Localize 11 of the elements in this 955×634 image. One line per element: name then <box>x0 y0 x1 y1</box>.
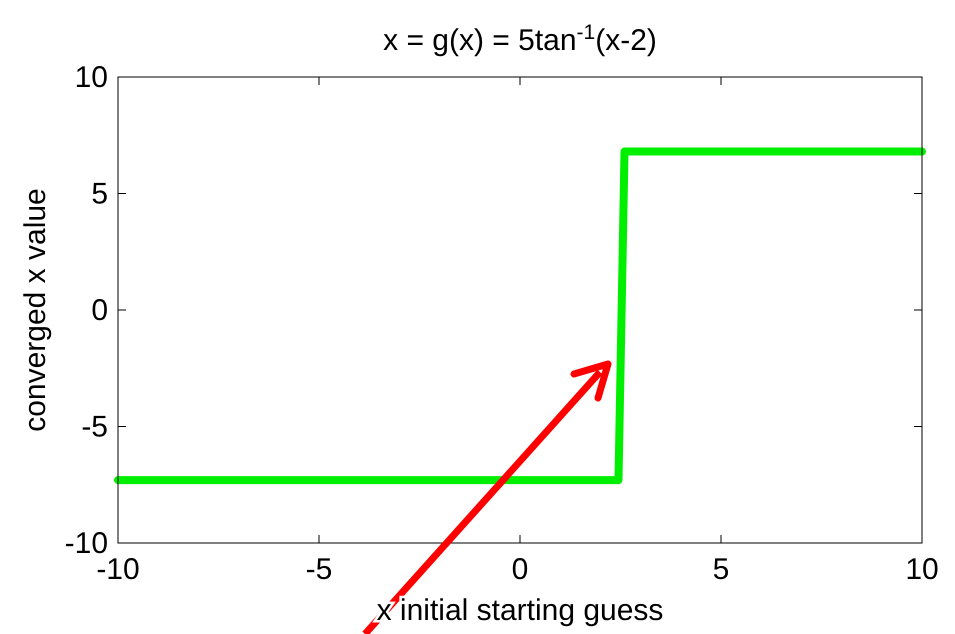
y-axis-title: converged x value <box>19 188 52 432</box>
y-tick-label: -5 <box>81 410 108 444</box>
y-tick-label: -10 <box>64 527 108 560</box>
x-tick-label: 5 <box>712 553 730 586</box>
x-tick-label: 10 <box>905 553 939 586</box>
y-tick-label: 5 <box>91 178 108 210</box>
x-tick-label: -5 <box>306 553 332 586</box>
y-tick-label: 10 <box>74 61 108 94</box>
y-tick-label: 0 <box>91 294 108 327</box>
x-tick-label: 0 <box>512 553 528 586</box>
chart-title: x = g(x) = 5tan$^{-1}$(x-2) <box>383 20 657 57</box>
